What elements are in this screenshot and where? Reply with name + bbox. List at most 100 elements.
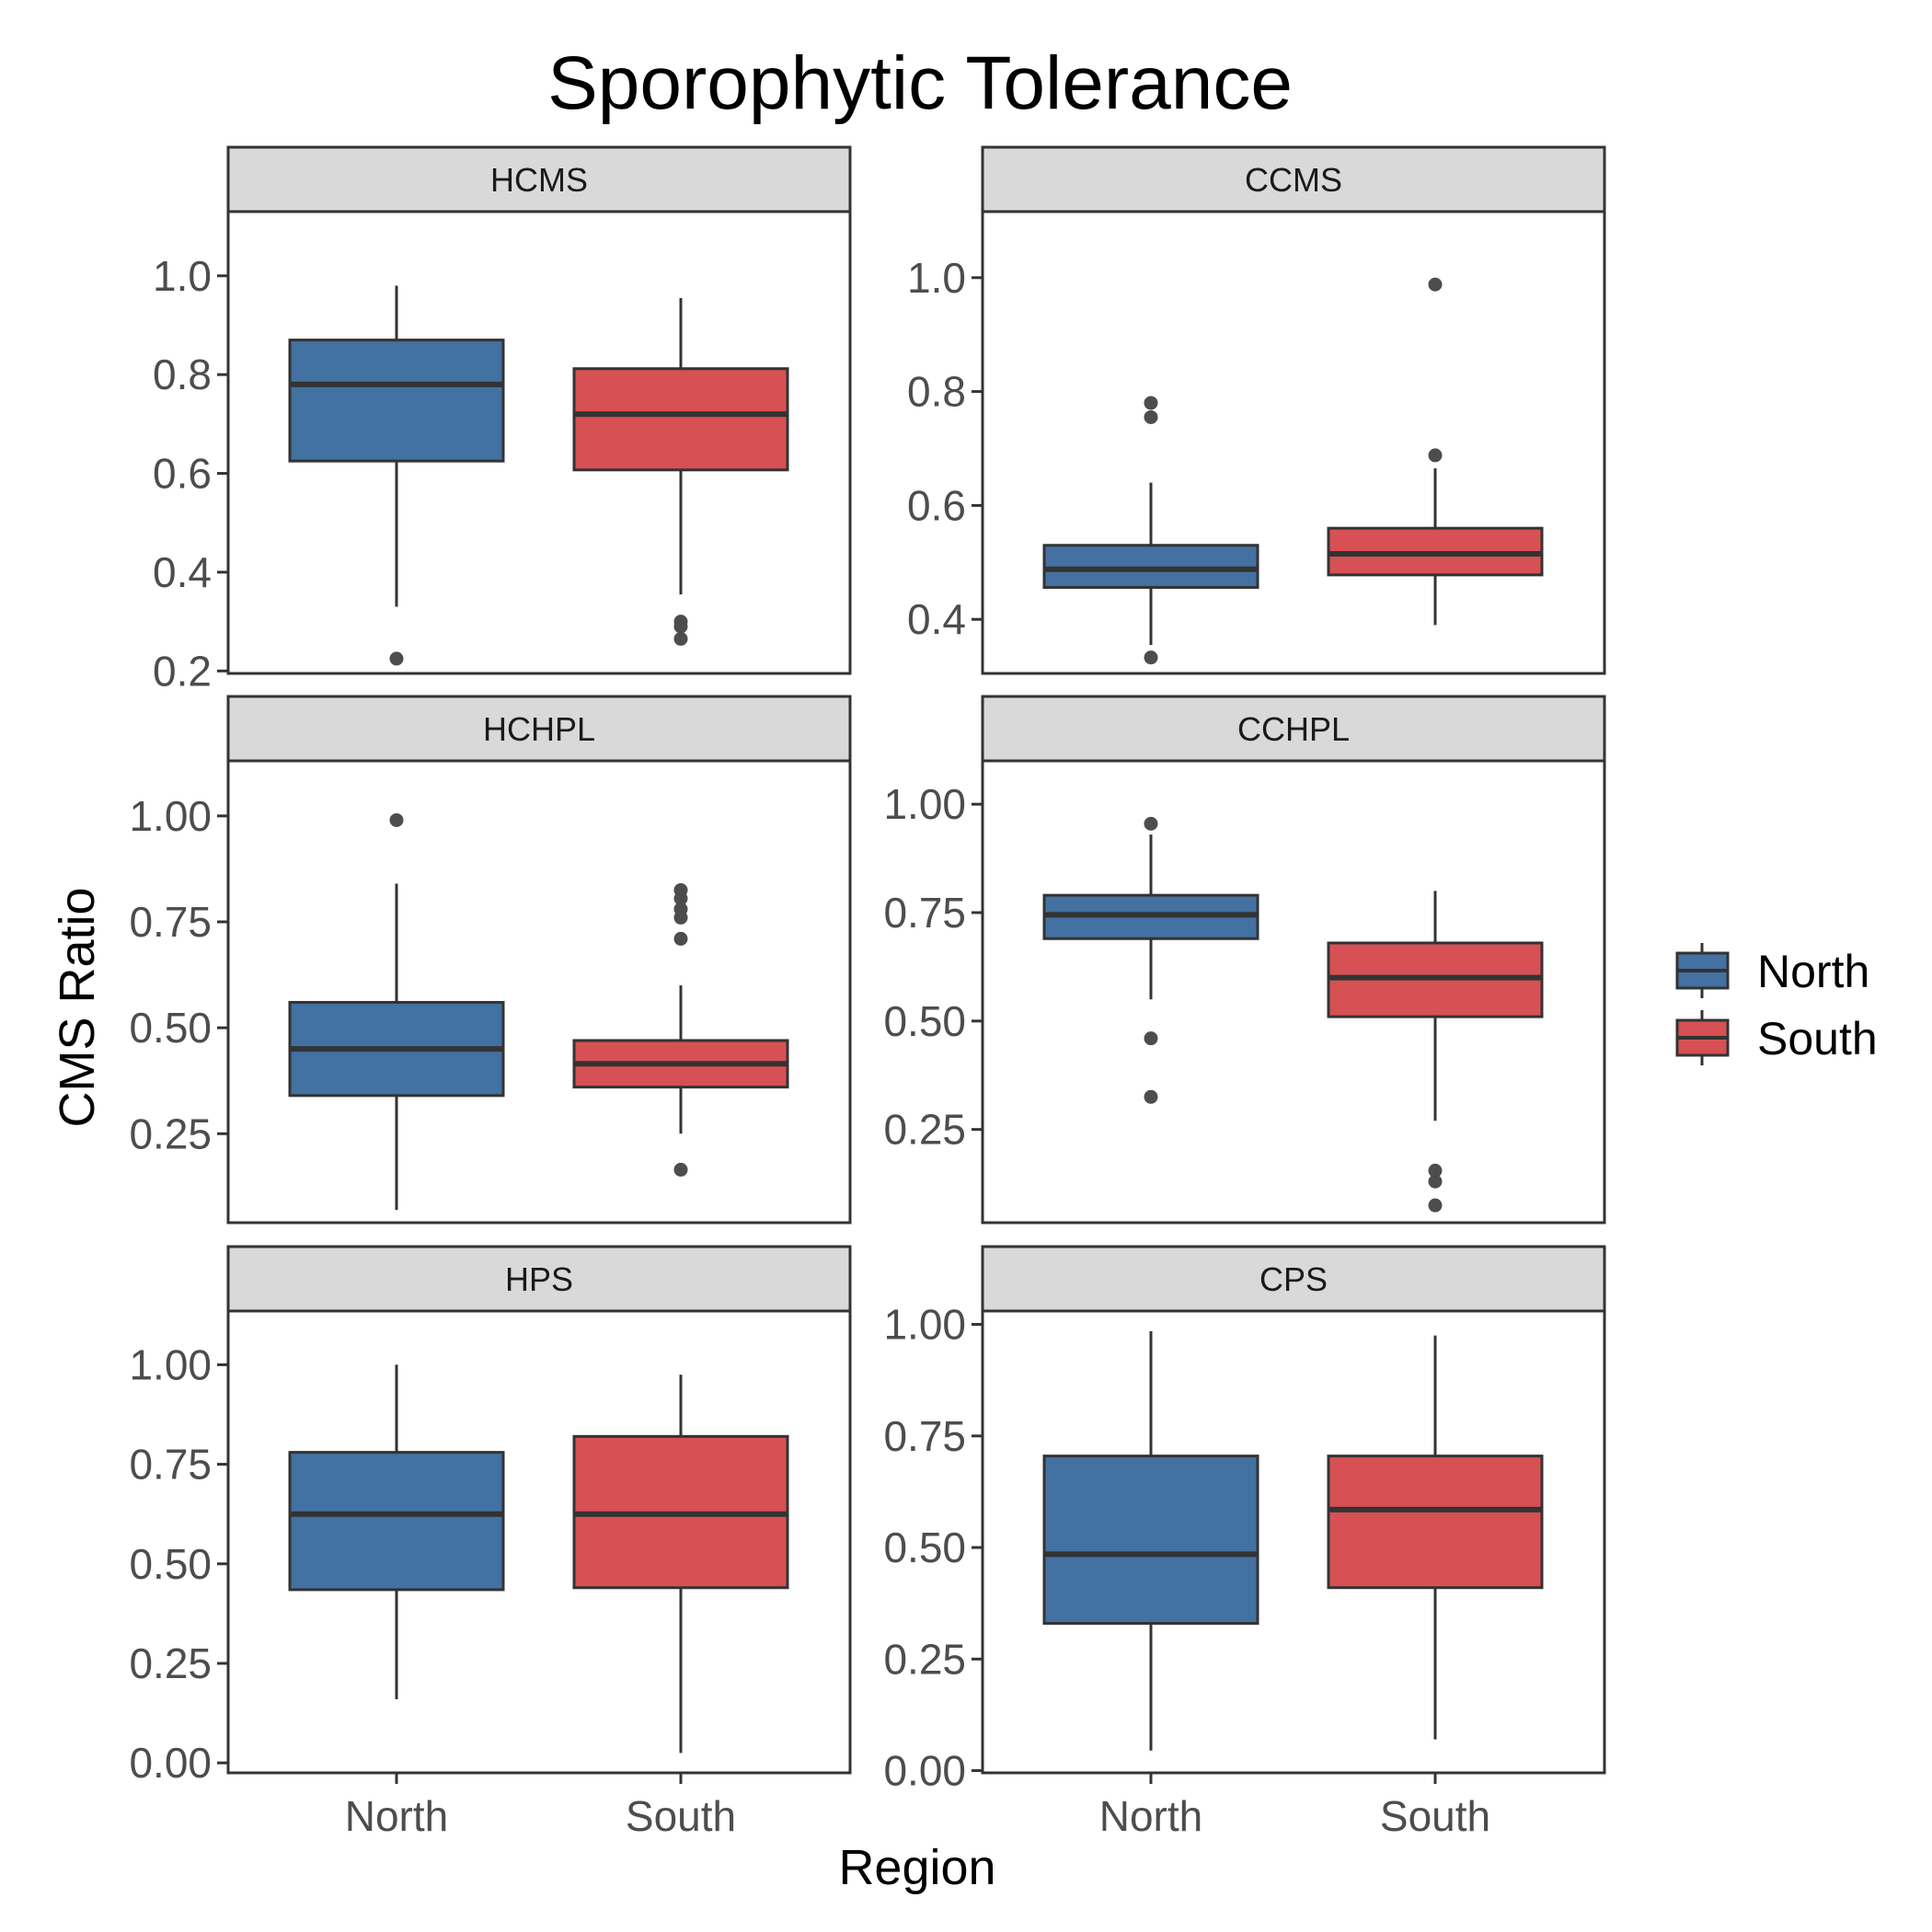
box-hps-north [288, 1364, 505, 1699]
outlier-point [1144, 650, 1158, 665]
box-iqr [288, 1451, 505, 1592]
box-iqr [1042, 544, 1259, 590]
outlier-point [673, 931, 688, 946]
y-tick-label-hchpl: 0.25 [129, 1110, 212, 1157]
strip-label-cchpl: CCHPL [1237, 710, 1350, 748]
y-tick-label-hcms: 0.2 [153, 647, 212, 695]
y-tick-label-cchpl: 0.50 [883, 997, 966, 1045]
plot-area-hchpl [228, 761, 850, 1223]
y-tick-label-hps: 0.50 [129, 1540, 212, 1588]
panel-cps: CPS 0.00 0.25 0.50 0.75 1.00 North South [883, 1245, 1606, 1840]
box-hchpl-south [572, 882, 789, 1177]
legend: North South [1675, 943, 1878, 1065]
outlier-point [1144, 1089, 1158, 1104]
box-cps-north [1042, 1330, 1259, 1751]
panel-border-cchpl [981, 759, 1606, 1225]
box-iqr [1327, 1455, 1544, 1590]
y-tick-label-cps: 1.00 [883, 1301, 966, 1349]
x-tick-label-north: North [1099, 1792, 1202, 1840]
y-tick-label-cchpl: 0.25 [883, 1106, 966, 1154]
plot-area-ccms [983, 212, 1604, 673]
y-tick-label-hps: 0.00 [129, 1739, 212, 1787]
strip-label-hchpl: HCHPL [483, 710, 595, 748]
strip-label-hcms: HCMS [490, 161, 588, 199]
panel-border-cps [981, 1309, 1606, 1775]
legend-label-north: North [1757, 946, 1869, 997]
x-axis-title: Region [838, 1840, 995, 1895]
box-cchpl-south [1327, 891, 1544, 1213]
y-tick-label-hcms: 1.0 [153, 252, 212, 300]
y-tick-label-ccms: 1.0 [907, 254, 966, 302]
box-hcms-north [288, 285, 505, 666]
y-tick-label-hcms: 0.6 [153, 450, 212, 498]
panel-border-hcms [226, 210, 852, 675]
panel-hcms: HCMS 0.2 0.4 0.6 0.8 1.0 [153, 145, 852, 695]
outlier-point [1144, 409, 1158, 424]
y-tick-label-hps: 1.00 [129, 1340, 212, 1388]
strip-ccms [981, 145, 1606, 213]
panel-border-ccms [981, 210, 1606, 675]
box-ccms-north [1042, 396, 1259, 665]
panel-border-hps [226, 1309, 852, 1775]
box-iqr [572, 367, 789, 472]
y-tick-label-hps: 0.25 [129, 1639, 212, 1687]
outlier-point [389, 812, 404, 827]
panel-border-hchpl [226, 759, 852, 1225]
chart-title: Sporophytic Tolerance [547, 41, 1293, 125]
outlier-point [1428, 448, 1443, 463]
outlier-point [1428, 1163, 1443, 1178]
box-ccms-south [1327, 277, 1544, 626]
y-tick-label-ccms: 0.6 [907, 481, 966, 529]
outlier-point [1144, 1031, 1158, 1046]
legend-item-north: North [1675, 943, 1869, 998]
strip-hchpl [226, 695, 852, 763]
y-tick-label-cps: 0.00 [883, 1747, 966, 1795]
y-tick-label-cchpl: 0.75 [883, 889, 966, 937]
y-tick-label-cchpl: 1.00 [883, 780, 966, 828]
legend-item-south: South [1675, 1010, 1878, 1065]
y-tick-label-hchpl: 1.00 [129, 792, 212, 840]
box-hchpl-north [288, 812, 505, 1211]
box-cps-south [1327, 1335, 1544, 1740]
box-cchpl-north [1042, 816, 1259, 1104]
y-tick-label-cps: 0.50 [883, 1524, 966, 1571]
x-tick-label-south: South [626, 1792, 736, 1840]
outlier-point [1144, 816, 1158, 831]
outlier-point [673, 910, 688, 925]
y-tick-label-hchpl: 0.75 [129, 898, 212, 946]
outlier-point [673, 619, 688, 634]
facet-panels: HCMS 0.2 0.4 0.6 0.8 1.0 CCMS 0.4 0.6 0.8 1.0 HCHPL… [129, 145, 1606, 1840]
outlier-point [673, 891, 688, 906]
y-tick-label-ccms: 0.8 [907, 368, 966, 416]
outlier-point [673, 631, 688, 646]
strip-label-ccms: CCMS [1245, 161, 1342, 199]
x-tick-label-north: North [345, 1792, 448, 1840]
y-axis-title: CMS Ratio [50, 887, 105, 1127]
box-iqr [288, 339, 505, 463]
outlier-point [1428, 277, 1443, 292]
strip-hcms [226, 145, 852, 213]
y-tick-label-ccms: 0.4 [907, 595, 966, 643]
legend-label-south: South [1757, 1013, 1878, 1064]
panel-cchpl: CCHPL 0.25 0.50 0.75 1.00 [883, 695, 1606, 1225]
y-tick-label-cps: 0.75 [883, 1412, 966, 1460]
panel-hchpl: HCHPL 0.25 0.50 0.75 1.00 [129, 695, 852, 1225]
y-tick-label-cps: 0.25 [883, 1635, 966, 1683]
box-hps-south [572, 1374, 789, 1754]
outlier-point [1428, 1174, 1443, 1189]
panel-ccms: CCMS 0.4 0.6 0.8 1.0 [907, 145, 1606, 675]
y-tick-label-hchpl: 0.50 [129, 1004, 212, 1052]
outlier-point [673, 1162, 688, 1177]
box-hcms-south [572, 297, 789, 646]
x-tick-label-south: South [1380, 1792, 1490, 1840]
y-tick-label-hcms: 0.4 [153, 548, 212, 596]
strip-cchpl [981, 695, 1606, 763]
panel-hps: HPS 0.00 0.25 0.50 0.75 1.00 North South [129, 1245, 852, 1840]
outlier-point [1144, 396, 1158, 410]
outlier-point [389, 651, 404, 666]
y-tick-label-hps: 0.75 [129, 1441, 212, 1489]
strip-label-hps: HPS [505, 1260, 573, 1298]
box-iqr [1042, 1455, 1259, 1626]
y-tick-label-hcms: 0.8 [153, 351, 212, 398]
